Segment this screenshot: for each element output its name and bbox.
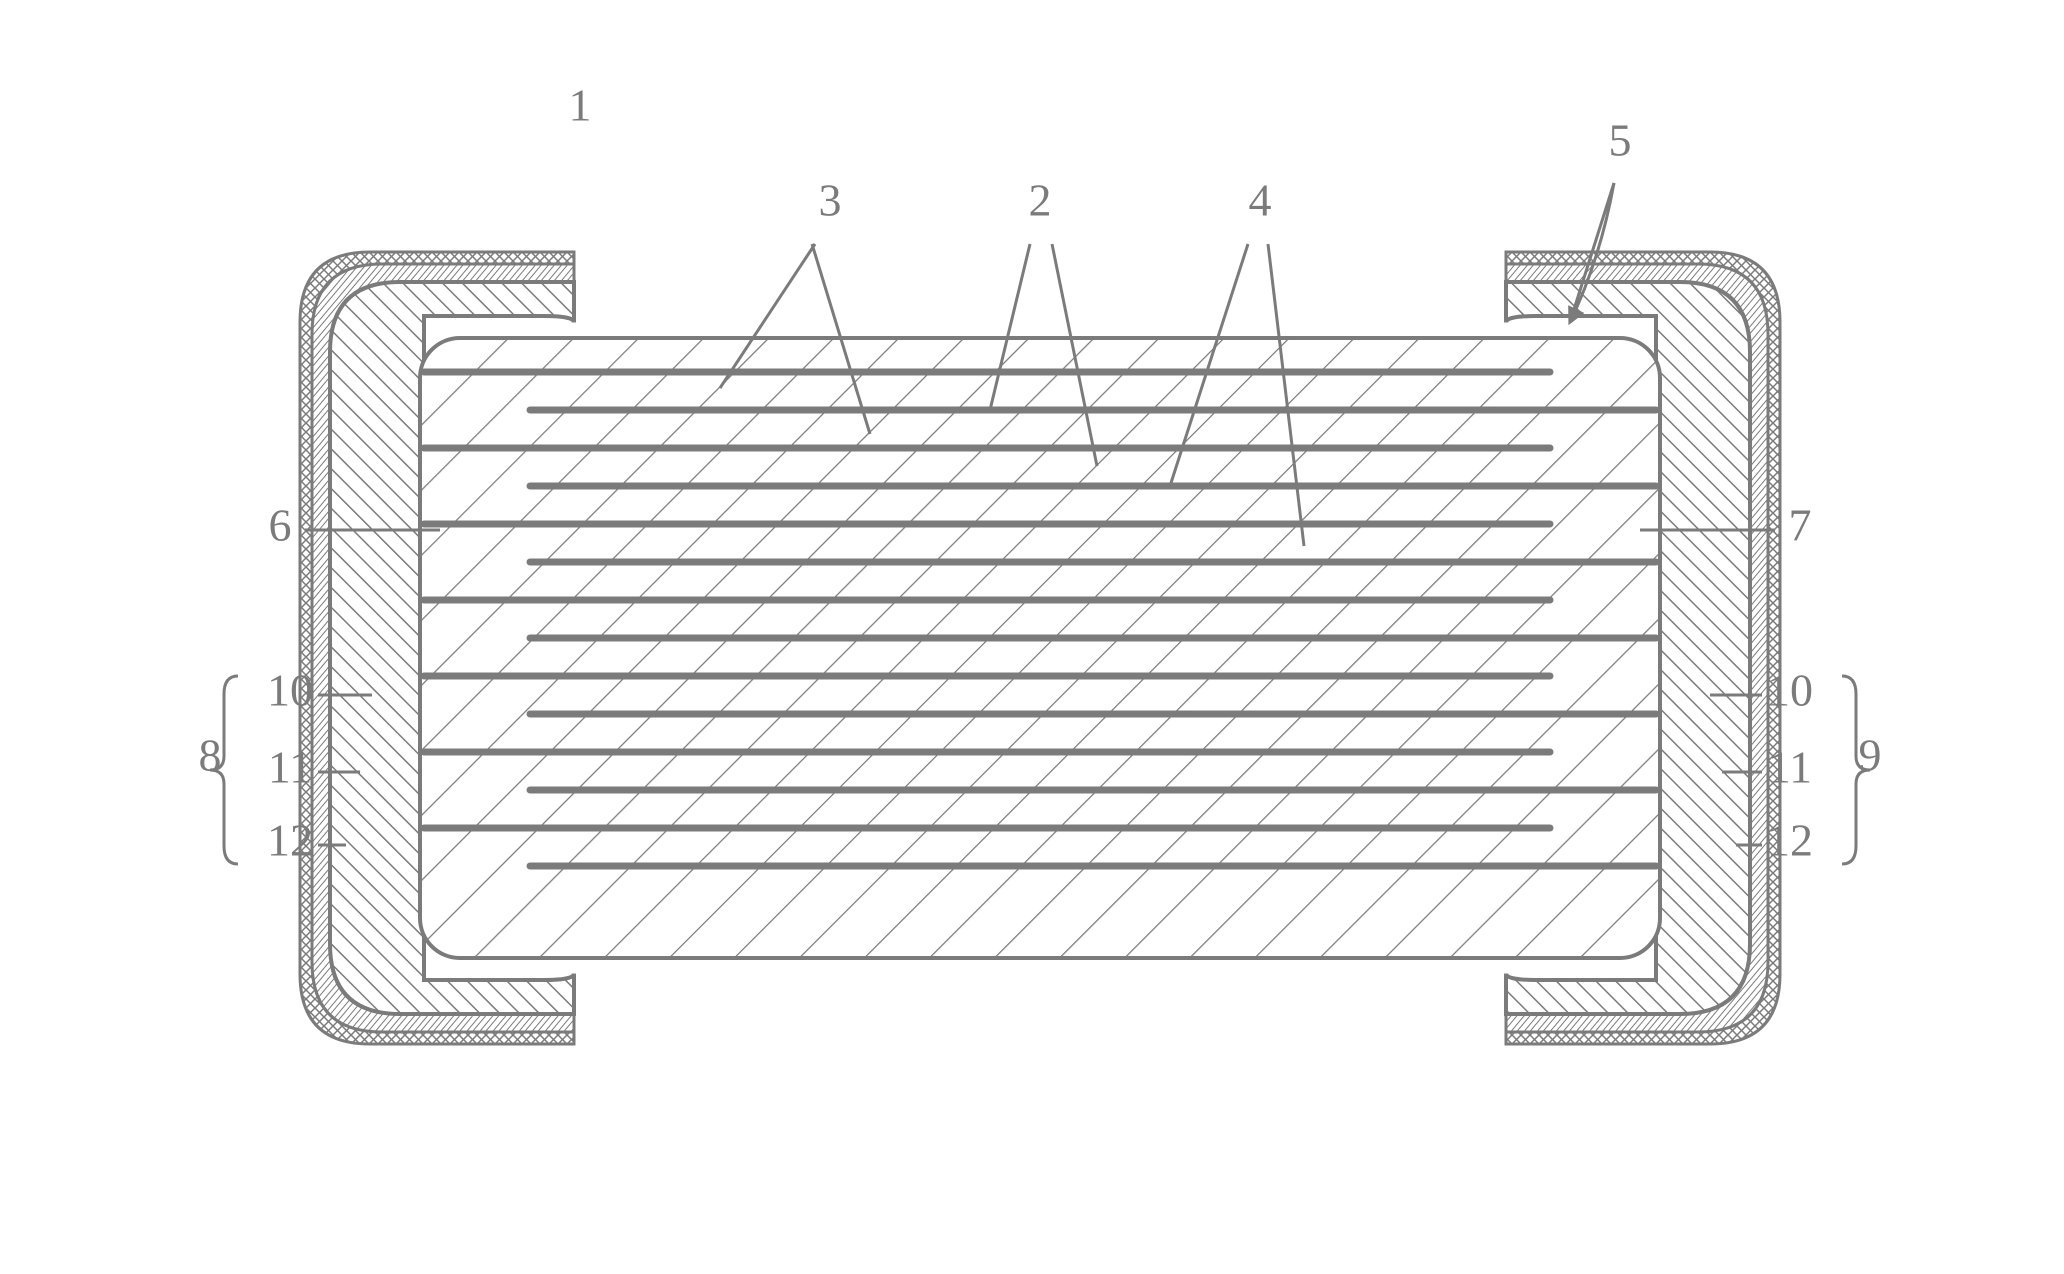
label-10R: 10 bbox=[1767, 665, 1813, 716]
label-12R: 12 bbox=[1767, 815, 1813, 866]
label-11L: 11 bbox=[268, 742, 312, 793]
label-8: 8 bbox=[199, 730, 222, 781]
label-4: 4 bbox=[1249, 175, 1272, 226]
label-3: 3 bbox=[819, 175, 842, 226]
figure: 123456789101112101112 bbox=[0, 0, 2064, 1274]
label-7: 7 bbox=[1789, 500, 1812, 551]
label-10L: 10 bbox=[267, 665, 313, 716]
label-9: 9 bbox=[1859, 730, 1882, 781]
label-1: 1 bbox=[569, 80, 592, 131]
label-11R: 11 bbox=[1768, 742, 1812, 793]
label-2: 2 bbox=[1029, 175, 1052, 226]
label-5: 5 bbox=[1609, 115, 1632, 166]
label-6: 6 bbox=[269, 500, 292, 551]
label-12L: 12 bbox=[267, 815, 313, 866]
